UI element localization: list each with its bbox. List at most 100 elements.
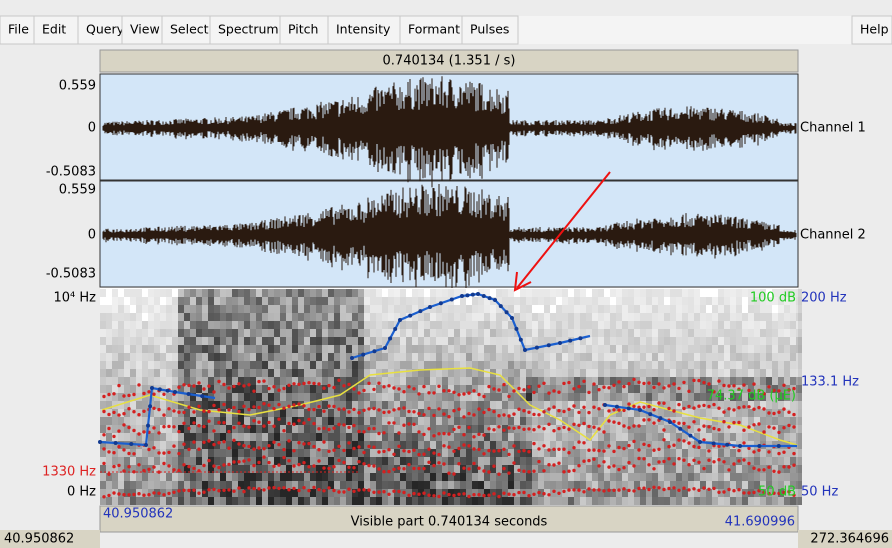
- spectrogram-cell: [364, 297, 370, 305]
- formant-dot: [682, 381, 685, 384]
- spectrogram-cell: [418, 313, 424, 321]
- formant-dot: [202, 387, 205, 390]
- formant-dot: [697, 489, 700, 492]
- spectrogram-cell: [568, 345, 574, 353]
- spectrogram-cell: [160, 305, 166, 313]
- spectrogram-cell: [436, 313, 442, 321]
- formant-dot: [322, 440, 325, 443]
- spectrogram-cell: [286, 313, 292, 321]
- spectrogram-cell: [382, 361, 388, 369]
- spectrogram-cell: [130, 329, 136, 337]
- spectrogram-cell: [124, 289, 130, 297]
- formant-dot: [412, 492, 415, 495]
- formant-dot: [337, 379, 340, 382]
- spectrogram-cell: [418, 297, 424, 305]
- spectrogram-cell: [688, 393, 694, 401]
- spectrogram-cell: [370, 353, 376, 361]
- spectrogram-cell: [130, 369, 136, 377]
- spectrogram-cell: [652, 345, 658, 353]
- spectrogram-cell: [352, 497, 358, 505]
- formant-dot: [372, 427, 375, 430]
- spectrogram-cell: [442, 329, 448, 337]
- spectrogram-cell: [232, 297, 238, 305]
- spectrogram-cell: [646, 337, 652, 345]
- spectrogram-cell: [604, 337, 610, 345]
- pitch-dot: [777, 444, 781, 448]
- spectrogram-cell: [124, 329, 130, 337]
- spectrogram-cell: [256, 321, 262, 329]
- spectrogram-cell: [304, 297, 310, 305]
- spectrogram-cell: [778, 321, 784, 329]
- formant-dot: [182, 383, 185, 386]
- spectrogram-cell: [292, 385, 298, 393]
- spectrogram-cell: [694, 361, 700, 369]
- formant-dot: [462, 433, 465, 436]
- spectrogram-cell: [376, 473, 382, 481]
- spectrogram-cell: [670, 321, 676, 329]
- spectrogram-cell: [274, 369, 280, 377]
- spectrogram-cell: [460, 401, 466, 409]
- formant-dot: [387, 493, 390, 496]
- spectrogram-cell: [112, 297, 118, 305]
- spectrogram-cell: [718, 481, 724, 489]
- spectrogram-cell: [340, 377, 346, 385]
- spectrogram-cell: [136, 305, 142, 313]
- spectrogram-cell: [322, 369, 328, 377]
- spectrogram-cell: [628, 345, 634, 353]
- spectrogram-cell: [190, 313, 196, 321]
- formant-dot: [582, 422, 585, 425]
- spectrogram-cell: [736, 361, 742, 369]
- spectrogram-cell: [610, 481, 616, 489]
- spectrogram-cell: [646, 369, 652, 377]
- spectrogram-cell: [616, 425, 622, 433]
- spectrogram-cell: [268, 305, 274, 313]
- spectrogram-cell: [376, 401, 382, 409]
- formant-dot: [512, 389, 515, 392]
- spectrogram-cell: [622, 497, 628, 505]
- spectrogram-cell: [154, 297, 160, 305]
- spectrogram-cell: [412, 497, 418, 505]
- spectrogram-cell: [412, 353, 418, 361]
- spectrogram-cell: [664, 329, 670, 337]
- spectrogram-cell: [142, 377, 148, 385]
- spectrogram-cell: [124, 473, 130, 481]
- formant-dot: [357, 391, 360, 394]
- spectrogram-cell: [418, 321, 424, 329]
- spectrogram-cell: [160, 417, 166, 425]
- formant-dot: [422, 385, 425, 388]
- spectrogram-cell: [754, 345, 760, 353]
- spectrogram-cell: [466, 353, 472, 361]
- formant-dot: [597, 464, 600, 467]
- spectrogram-cell: [454, 289, 460, 297]
- spectrogram-cell: [406, 345, 412, 353]
- spectrogram-cell: [694, 449, 700, 457]
- spectrogram-cell: [748, 433, 754, 441]
- spectrogram-cell: [412, 345, 418, 353]
- spectrogram-cell: [328, 353, 334, 361]
- spectrogram-cell: [796, 425, 802, 433]
- selection-duration: 0.740134 (1.351 / s): [383, 54, 516, 69]
- spectrogram-cell: [796, 465, 802, 473]
- spectrogram-cell: [622, 393, 628, 401]
- formant-dot: [572, 446, 575, 449]
- formant-dot: [162, 493, 165, 496]
- formant-dot: [352, 408, 355, 411]
- formant-dot: [562, 382, 565, 385]
- spectrogram-cell: [136, 425, 142, 433]
- spectrogram-cell: [736, 481, 742, 489]
- spectrogram-cell: [196, 321, 202, 329]
- spectrogram-cell: [610, 353, 616, 361]
- spectrogram-cell: [706, 337, 712, 345]
- spectrogram-cell: [598, 337, 604, 345]
- spectrogram-cell: [364, 433, 370, 441]
- spectrogram-cell: [166, 289, 172, 297]
- spectrogram-cell: [190, 473, 196, 481]
- amp-top: 0.559: [59, 183, 96, 198]
- spectrogram-cell: [604, 377, 610, 385]
- formant-dot: [562, 410, 565, 413]
- spectrogram-cell: [724, 369, 730, 377]
- formant-dot: [457, 408, 460, 411]
- spectrogram-cell: [598, 481, 604, 489]
- formant-dot: [702, 381, 705, 384]
- spectrogram-cell: [634, 321, 640, 329]
